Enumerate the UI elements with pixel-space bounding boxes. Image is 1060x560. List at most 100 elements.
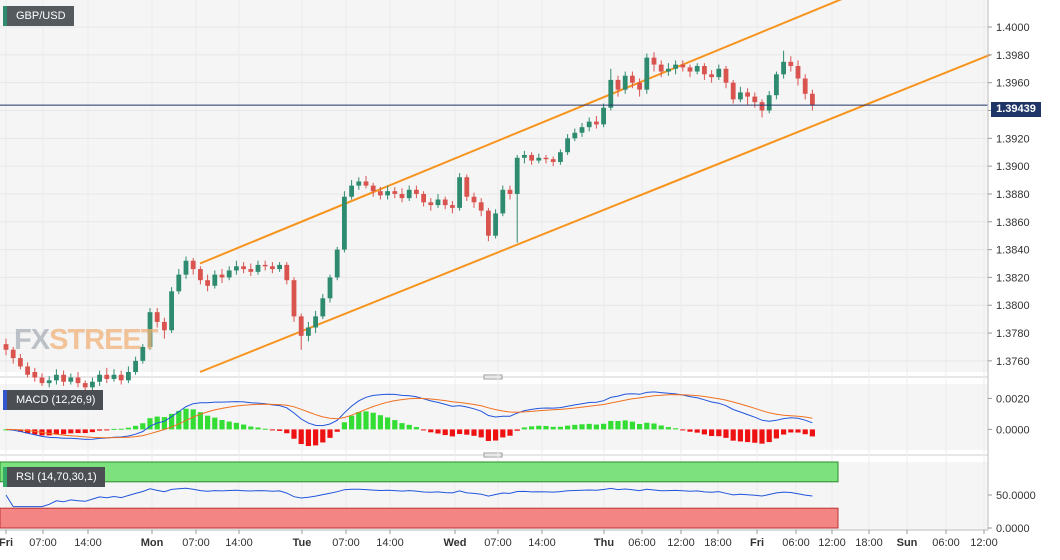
time-tick-label: 07:00 bbox=[332, 537, 360, 549]
price-tick-label: 1.3760 bbox=[996, 356, 1030, 368]
time-tick-label: 07:00 bbox=[182, 537, 210, 549]
macd-histogram-bar bbox=[169, 413, 175, 430]
candle-body bbox=[522, 155, 527, 158]
candle-body bbox=[550, 159, 556, 162]
candle-body bbox=[32, 372, 38, 378]
candle-body bbox=[133, 360, 138, 372]
macd-histogram-bar bbox=[622, 420, 628, 430]
candle-body bbox=[198, 269, 203, 281]
macd-histogram-bar bbox=[536, 425, 542, 430]
macd-histogram-bar bbox=[673, 428, 679, 430]
macd-histogram-bar bbox=[262, 428, 268, 430]
macd-histogram-bar bbox=[637, 423, 643, 430]
price-tick-label: 1.3820 bbox=[996, 272, 1030, 284]
grid-lines bbox=[0, 0, 988, 530]
candle-body bbox=[126, 372, 131, 381]
macd-histogram-bar bbox=[140, 423, 146, 430]
macd-histogram-bar bbox=[478, 429, 484, 438]
macd-histogram-bar bbox=[449, 429, 455, 437]
macd-histogram-bar bbox=[752, 429, 758, 443]
macd-histogram-bar bbox=[687, 429, 693, 432]
pair-label[interactable]: GBP/USD bbox=[3, 6, 74, 26]
candle-body bbox=[284, 264, 290, 281]
candle-body bbox=[558, 152, 563, 162]
macd-histogram-bar bbox=[485, 429, 491, 441]
macd-histogram-bar bbox=[579, 424, 585, 430]
candle-body bbox=[810, 93, 815, 105]
candle-body bbox=[219, 274, 225, 278]
candle-body bbox=[666, 68, 671, 72]
macd-histogram-bar bbox=[413, 427, 419, 430]
candle-body bbox=[25, 366, 30, 375]
time-tick-label: Fri bbox=[750, 537, 764, 549]
macd-histogram-bar bbox=[61, 429, 67, 435]
candle-body bbox=[752, 96, 758, 103]
pane-resize-handle bbox=[483, 374, 503, 380]
candle-body bbox=[457, 177, 462, 208]
macd-histogram-bar bbox=[269, 429, 275, 431]
candle-body bbox=[212, 274, 218, 286]
macd-histogram-bar bbox=[709, 429, 715, 436]
candle-body bbox=[104, 374, 110, 379]
candle-body bbox=[702, 65, 707, 75]
rsi-tick-label: 0.0000 bbox=[996, 523, 1030, 535]
watermark-street: STREET bbox=[49, 324, 158, 356]
candle-body bbox=[774, 74, 779, 96]
macd-histogram-bar bbox=[32, 429, 38, 435]
time-tick-label: 12:00 bbox=[818, 537, 846, 549]
time-tick-label: 18:00 bbox=[855, 537, 883, 549]
candle-body bbox=[147, 312, 153, 347]
macd-histogram-bar bbox=[471, 429, 477, 436]
time-tick-label: Sun bbox=[897, 537, 918, 549]
macd-histogram-bar bbox=[125, 427, 131, 430]
price-tick-label: 1.3800 bbox=[996, 300, 1030, 312]
candle-body bbox=[183, 260, 189, 275]
price-tick-label: 1.3980 bbox=[996, 50, 1030, 62]
candle-body bbox=[118, 374, 124, 381]
time-tick-label: Wed bbox=[443, 537, 466, 549]
price-pane-bg bbox=[0, 0, 988, 372]
candle-body bbox=[169, 291, 174, 331]
candle-body bbox=[349, 185, 354, 197]
macd-histogram-bar bbox=[565, 425, 571, 430]
candle-body bbox=[644, 57, 650, 90]
candle-body bbox=[327, 277, 333, 299]
candle-body bbox=[176, 274, 182, 292]
candle-body bbox=[414, 189, 419, 194]
macd-histogram-bar bbox=[89, 429, 95, 433]
candle-body bbox=[385, 191, 390, 196]
macd-histogram-bar bbox=[370, 412, 376, 430]
macd-histogram-bar bbox=[118, 428, 124, 430]
macd-histogram-bar bbox=[493, 429, 499, 441]
price-tick-label: 1.3920 bbox=[996, 133, 1030, 145]
macd-histogram-bar bbox=[464, 429, 470, 435]
candle-body bbox=[205, 280, 210, 286]
candle-body bbox=[68, 377, 74, 382]
macd-histogram-bar bbox=[248, 426, 254, 430]
candle-body bbox=[421, 193, 426, 203]
time-tick-label: 14:00 bbox=[225, 537, 253, 549]
macd-histogram-bar bbox=[795, 429, 801, 433]
candle-body bbox=[507, 189, 513, 194]
macd-histogram-bar bbox=[629, 421, 635, 430]
candle-body bbox=[46, 380, 52, 384]
candle-body bbox=[111, 374, 117, 379]
time-tick-label: 12:00 bbox=[667, 537, 695, 549]
rsi-indicator-label[interactable]: RSI (14,70,30,1) bbox=[3, 467, 105, 487]
candle-body bbox=[464, 177, 470, 197]
rsi-overbought-zone bbox=[0, 461, 839, 483]
macd-histogram-bar bbox=[766, 429, 772, 443]
candle-body bbox=[630, 75, 635, 83]
candle-body bbox=[795, 65, 801, 79]
macd-indicator-label[interactable]: MACD (12,26,9) bbox=[3, 390, 104, 410]
candle-body bbox=[241, 266, 246, 270]
rsi-tick-label: 50.0000 bbox=[996, 490, 1036, 502]
macd-histogram-bar bbox=[205, 415, 211, 430]
candle-body bbox=[673, 64, 678, 69]
candle-body bbox=[651, 57, 657, 65]
candle-body bbox=[154, 312, 160, 322]
candle-body bbox=[709, 74, 714, 78]
pane-resize-handle bbox=[483, 452, 503, 458]
